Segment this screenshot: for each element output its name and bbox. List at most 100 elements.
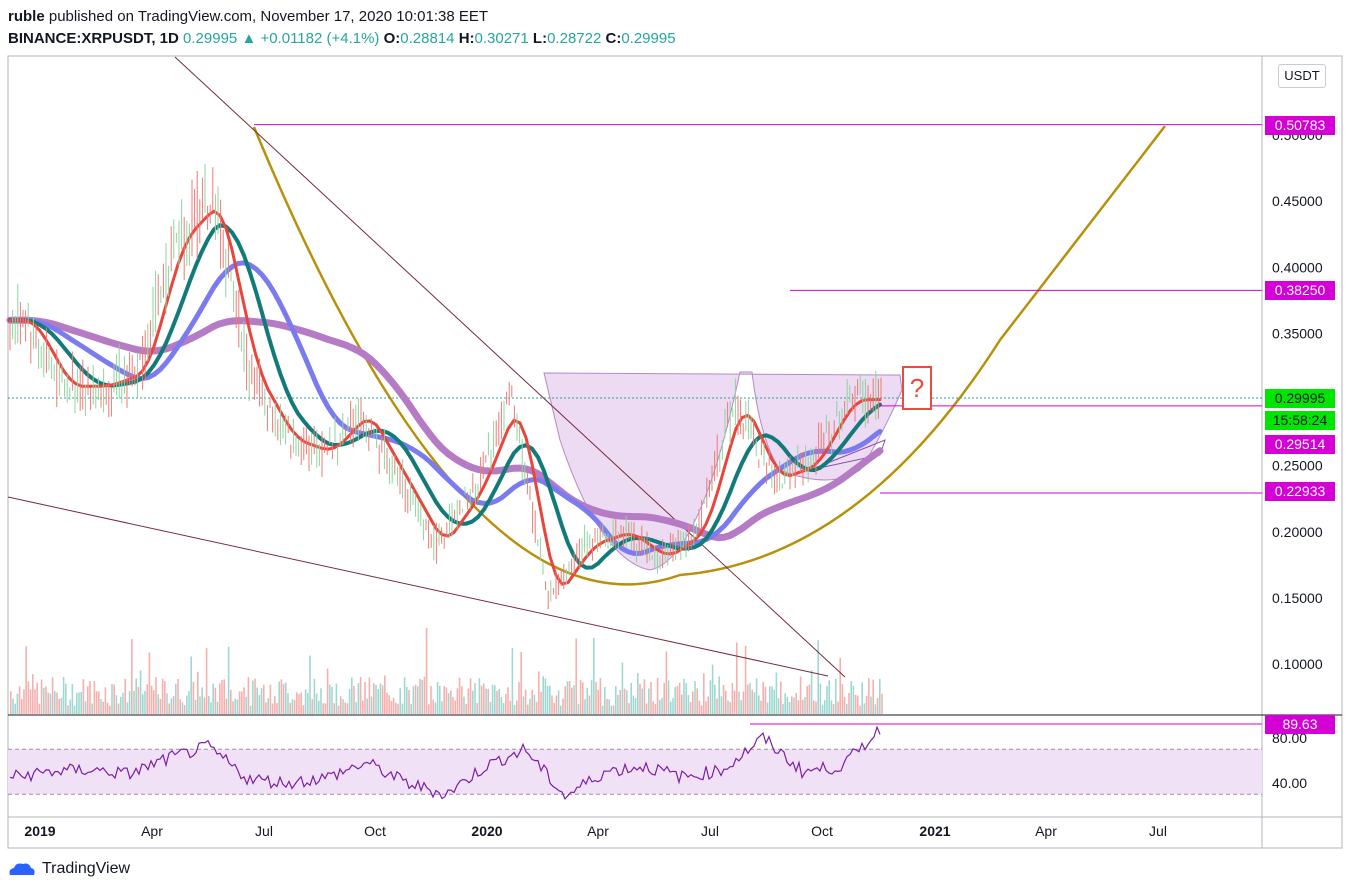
volume-bar <box>595 681 597 714</box>
volume-bar <box>586 687 588 714</box>
volume-bar <box>716 698 718 714</box>
volume-bar <box>430 686 432 714</box>
volume-bar <box>740 700 742 714</box>
volume-bar <box>388 695 390 714</box>
volume-bar <box>639 683 641 714</box>
volume-bar <box>249 705 252 714</box>
volume-bar <box>872 679 874 714</box>
volume-bar <box>188 691 190 714</box>
volume-bar <box>683 678 685 714</box>
price-label: 0.29514 <box>1265 435 1335 454</box>
last-price: 0.29995 <box>183 30 238 47</box>
volume-bar <box>36 682 38 714</box>
volume-bar <box>810 670 813 714</box>
rsi-line <box>9 725 881 800</box>
volume-bar <box>718 676 720 714</box>
volume-bar <box>714 684 716 714</box>
volume-bar <box>604 686 606 714</box>
volume-bar <box>601 705 604 714</box>
volume-bar <box>546 685 549 714</box>
volume-bar <box>850 680 852 714</box>
volume-bar <box>381 685 384 714</box>
volume-bar <box>469 678 472 714</box>
volume-bar <box>564 686 566 714</box>
volume-bar <box>780 681 782 714</box>
volume-bar <box>520 651 522 714</box>
volume-bar <box>736 642 738 714</box>
volume-bar <box>461 686 463 714</box>
volume-bar <box>238 691 241 714</box>
volume-bar <box>777 698 780 714</box>
volume-bar <box>634 698 637 714</box>
volume-bar <box>531 689 533 714</box>
volume-bar <box>667 680 670 714</box>
volume-bar <box>78 692 80 714</box>
volume-bar <box>857 695 859 714</box>
volume-bar <box>628 702 630 714</box>
volume-bar <box>164 681 166 714</box>
volume-bar <box>263 684 265 714</box>
volume-bar <box>357 683 360 714</box>
volume-bar <box>733 690 736 714</box>
volume-bar <box>412 686 415 714</box>
volume-bar <box>524 689 527 714</box>
volume-bar <box>47 692 49 714</box>
volume-bar <box>870 696 872 714</box>
volume-bar <box>500 697 503 714</box>
volume-bar <box>197 671 199 714</box>
volume-bar <box>390 701 393 714</box>
rsi-value-label: 89.63 <box>1282 716 1317 732</box>
volume-bar <box>199 696 201 714</box>
volume-bar <box>841 684 844 714</box>
volume-bar <box>221 680 223 714</box>
volume-bar <box>659 699 661 714</box>
volume-bar <box>511 647 514 714</box>
volume-bar <box>579 679 582 714</box>
volume-bar <box>830 700 833 714</box>
volume-bar <box>782 704 784 714</box>
volume-bar <box>120 696 122 714</box>
volume-bar <box>260 688 263 714</box>
volume-bar <box>843 696 846 714</box>
volume-bar <box>159 699 162 714</box>
price-label: 0.50783 <box>1265 116 1335 135</box>
author-name[interactable]: ruble <box>8 8 45 25</box>
volume-bar <box>784 693 786 714</box>
volume-bar <box>395 702 397 714</box>
volume-bar <box>533 694 536 714</box>
volume-bar <box>340 696 342 714</box>
volume-bar <box>256 687 258 714</box>
volume-bar <box>584 699 586 714</box>
volume-bar <box>652 701 654 714</box>
volume-bar <box>773 689 775 714</box>
publish-info: published on TradingView.com, November 1… <box>48 8 489 25</box>
volume-bar <box>18 686 21 714</box>
tradingview-logo[interactable]: TradingView <box>8 860 130 878</box>
volume-bar <box>106 702 109 714</box>
drawing-shapes <box>7 56 1262 678</box>
volume-bar <box>210 702 212 714</box>
volume-bar <box>791 696 793 714</box>
volume-bar <box>749 682 751 714</box>
volume-bar <box>465 703 467 714</box>
volume-bar <box>32 674 34 714</box>
volume-bar <box>874 704 877 714</box>
volume-bar <box>606 698 608 714</box>
volume-bar <box>819 683 822 714</box>
volume-bar <box>322 703 324 714</box>
volume-bar <box>641 688 643 714</box>
volume-bar <box>93 681 96 714</box>
volume-bar <box>137 686 140 714</box>
volume-bar <box>529 698 531 714</box>
volume-bar <box>62 676 65 714</box>
volume-bar <box>793 697 795 714</box>
volume-bar <box>117 703 120 714</box>
currency-button[interactable]: USDT <box>1278 64 1326 88</box>
volume-bar <box>729 702 731 714</box>
time-tick-label: 2020 <box>471 823 502 839</box>
volume-bar <box>467 688 470 714</box>
volume-bar <box>703 673 705 714</box>
volume-bar <box>507 687 509 714</box>
